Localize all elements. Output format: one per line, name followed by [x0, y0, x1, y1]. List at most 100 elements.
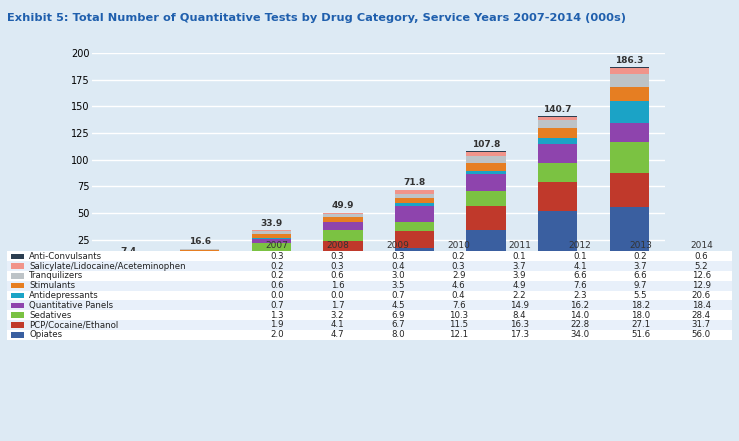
Text: 18.0: 18.0	[631, 310, 650, 320]
Bar	[252, 239, 291, 243]
Text: 6.6: 6.6	[634, 271, 647, 280]
Bar	[395, 203, 435, 206]
Text: 1.6: 1.6	[330, 281, 344, 290]
Text: 0.2: 0.2	[634, 252, 647, 261]
Text: 4.9: 4.9	[513, 281, 526, 290]
Text: 0.6: 0.6	[695, 252, 708, 261]
Text: 2013: 2013	[629, 241, 652, 250]
Bar	[610, 74, 649, 87]
Bar	[538, 127, 577, 138]
Text: 0.7: 0.7	[391, 291, 405, 300]
Text: 14.9: 14.9	[510, 301, 529, 310]
Text: 5.5: 5.5	[634, 291, 647, 300]
FancyBboxPatch shape	[11, 313, 24, 318]
Text: 4.1: 4.1	[573, 262, 587, 271]
Text: 186.3: 186.3	[615, 56, 644, 65]
Text: 107.8: 107.8	[472, 140, 500, 149]
Text: 6.7: 6.7	[391, 321, 405, 329]
Bar	[466, 206, 505, 230]
FancyBboxPatch shape	[7, 300, 732, 310]
Bar	[395, 206, 435, 221]
Text: 14.0: 14.0	[571, 310, 590, 320]
FancyBboxPatch shape	[11, 322, 24, 328]
Text: 7.6: 7.6	[452, 301, 466, 310]
FancyBboxPatch shape	[7, 261, 732, 271]
Bar	[323, 254, 363, 266]
Bar	[610, 68, 649, 74]
Bar	[180, 250, 219, 252]
Text: 2010: 2010	[447, 241, 470, 250]
Text: 6.9: 6.9	[391, 310, 405, 320]
FancyBboxPatch shape	[7, 320, 732, 330]
Text: 0.6: 0.6	[270, 281, 284, 290]
Text: 0.3: 0.3	[452, 262, 466, 271]
Text: 0.0: 0.0	[330, 291, 344, 300]
Text: 0.4: 0.4	[452, 291, 466, 300]
Bar	[395, 221, 435, 231]
Text: 0.2: 0.2	[270, 262, 284, 271]
Text: 0.3: 0.3	[270, 252, 284, 261]
Bar	[323, 217, 363, 222]
Bar	[610, 142, 649, 173]
FancyBboxPatch shape	[11, 293, 24, 298]
Text: 3.7: 3.7	[513, 262, 526, 271]
Bar	[395, 194, 435, 198]
Text: 4.1: 4.1	[330, 321, 344, 329]
Bar	[538, 163, 577, 183]
Bar	[538, 120, 577, 127]
Text: 0.3: 0.3	[330, 252, 344, 261]
Text: 3.0: 3.0	[391, 271, 405, 280]
Text: 22.8: 22.8	[571, 321, 590, 329]
Bar	[109, 261, 148, 262]
FancyBboxPatch shape	[11, 263, 24, 269]
Bar	[610, 87, 649, 101]
Bar	[395, 248, 435, 266]
Bar	[538, 183, 577, 211]
Bar	[395, 198, 435, 203]
Bar	[466, 163, 505, 171]
Bar	[323, 222, 363, 230]
Text: 2008: 2008	[326, 241, 349, 250]
Text: 1.7: 1.7	[330, 301, 344, 310]
Text: 6.6: 6.6	[573, 271, 587, 280]
FancyBboxPatch shape	[11, 254, 24, 259]
Bar	[180, 254, 219, 257]
Text: 27.1: 27.1	[631, 321, 650, 329]
Bar	[323, 241, 363, 254]
Text: PCP/Cocaine/Ethanol: PCP/Cocaine/Ethanol	[29, 321, 118, 329]
Text: 7.6: 7.6	[573, 281, 587, 290]
Bar	[180, 252, 219, 254]
Text: 0.6: 0.6	[330, 271, 344, 280]
Text: 3.7: 3.7	[634, 262, 647, 271]
Text: 0.2: 0.2	[270, 271, 284, 280]
Bar	[538, 211, 577, 266]
Text: 12.1: 12.1	[449, 330, 469, 339]
Bar	[180, 257, 219, 262]
Text: Stimulants: Stimulants	[29, 281, 75, 290]
Text: Quantitative Panels: Quantitative Panels	[29, 301, 113, 310]
Bar	[538, 144, 577, 163]
Text: 2011: 2011	[508, 241, 531, 250]
Bar	[109, 259, 148, 260]
Bar	[109, 260, 148, 261]
Text: 4.7: 4.7	[330, 330, 344, 339]
Bar	[323, 230, 363, 241]
Text: 2009: 2009	[386, 241, 409, 250]
Text: 51.6: 51.6	[631, 330, 650, 339]
Text: Opiates: Opiates	[29, 330, 62, 339]
Text: 49.9: 49.9	[332, 202, 354, 210]
Bar	[252, 234, 291, 238]
Text: 71.8: 71.8	[403, 178, 426, 187]
Text: 18.2: 18.2	[631, 301, 650, 310]
Text: 4.6: 4.6	[452, 281, 466, 290]
Text: 3.5: 3.5	[391, 281, 405, 290]
FancyBboxPatch shape	[7, 291, 732, 300]
Text: Tranquilizers: Tranquilizers	[29, 271, 84, 280]
Text: Salicylate/Lidocaine/Aceteminophen: Salicylate/Lidocaine/Aceteminophen	[29, 262, 185, 271]
Bar	[252, 238, 291, 239]
Text: 3.2: 3.2	[330, 310, 344, 320]
Bar	[252, 250, 291, 258]
Text: 0.1: 0.1	[513, 252, 526, 261]
Text: 0.0: 0.0	[270, 291, 284, 300]
Bar	[466, 191, 505, 206]
